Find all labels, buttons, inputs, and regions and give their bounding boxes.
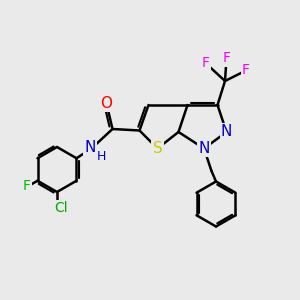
Text: N: N [198,141,210,156]
Text: N: N [84,140,96,154]
Text: H: H [96,150,106,164]
Text: N: N [221,124,232,140]
Text: F: F [242,64,250,77]
Text: S: S [153,141,162,156]
Text: F: F [22,179,31,194]
Text: F: F [202,56,209,70]
Text: Cl: Cl [54,202,68,215]
Text: O: O [100,96,112,111]
Text: F: F [223,52,230,65]
